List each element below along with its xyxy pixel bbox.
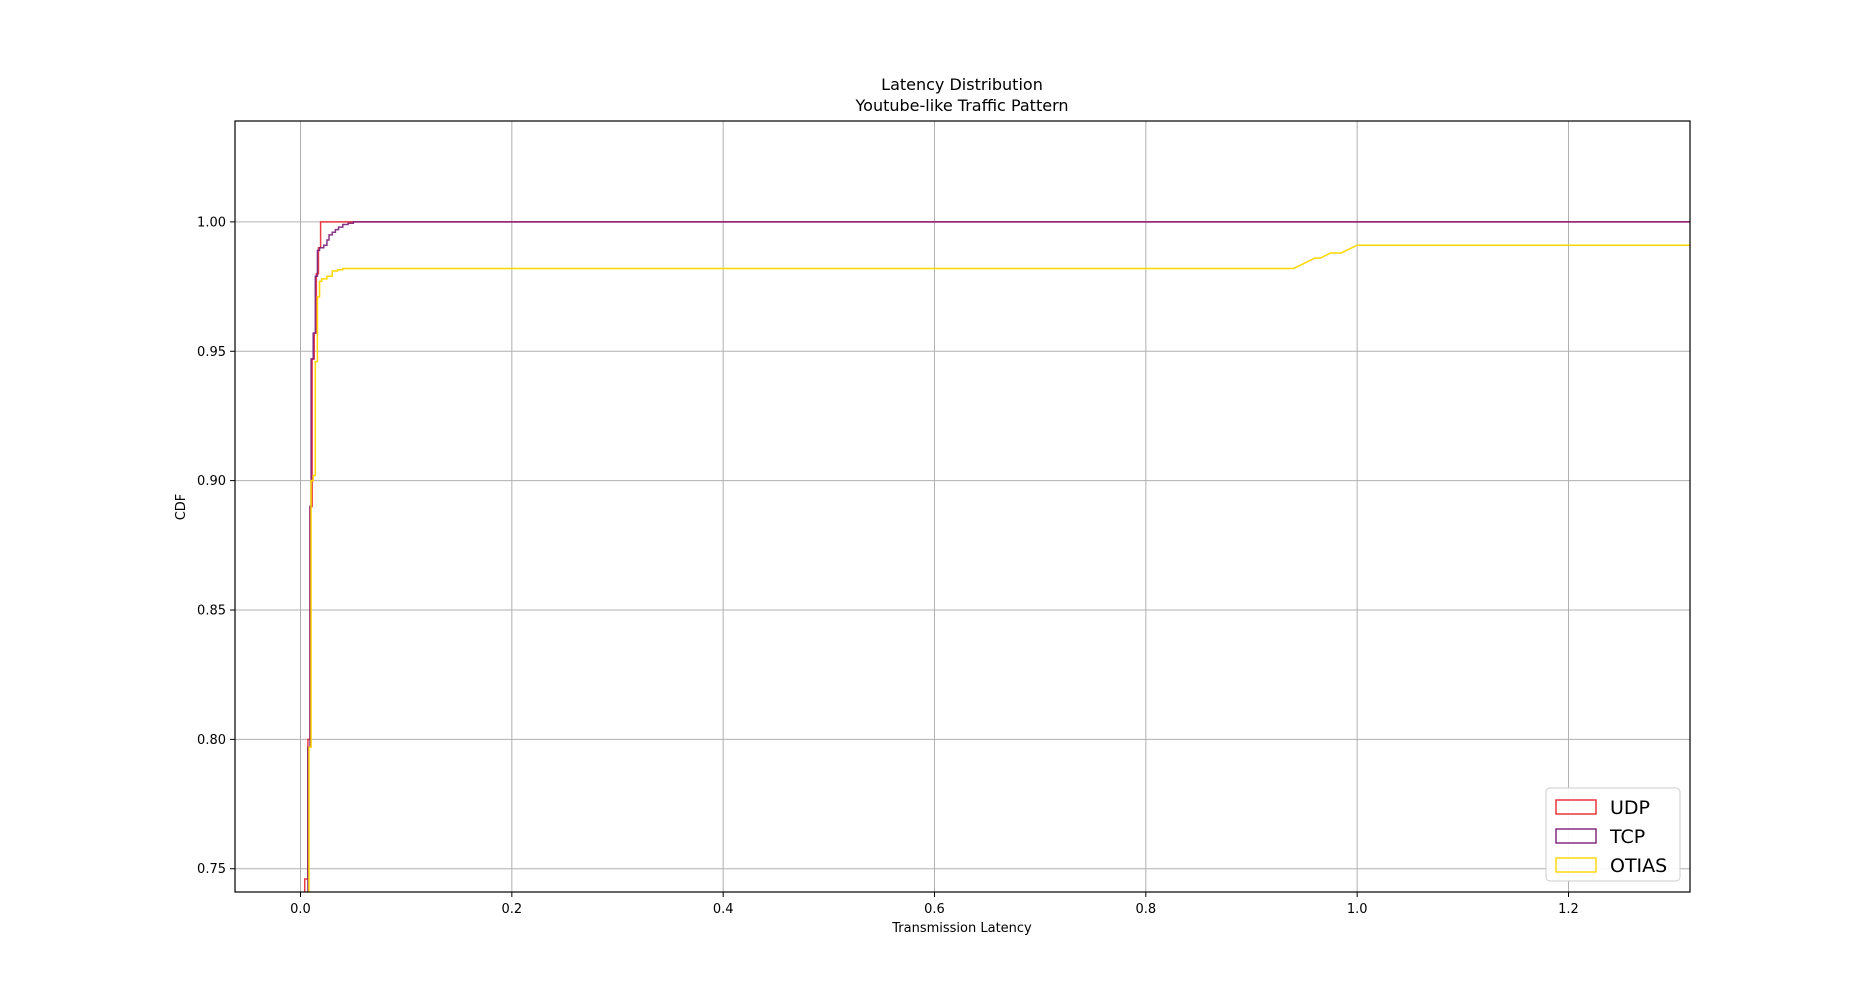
y-tick-label: 0.75 [197,862,226,877]
series-group [303,221,1690,892]
x-tick-label: 0.4 [713,902,734,917]
legend-swatch-udp [1555,799,1597,815]
x-tick-label: 1.2 [1558,902,1579,917]
grid [235,121,1690,892]
series-line-tcp [307,221,1690,892]
chart-title: Latency Distribution [881,75,1043,94]
y-tick-label: 0.95 [197,345,226,360]
x-tick-label: 0.6 [924,902,945,917]
chart-subtitle: Youtube-like Traffic Pattern [855,96,1069,115]
legend-label-udp: UDP [1610,797,1650,819]
y-tick-label: 0.80 [197,733,226,748]
legend-label-tcp: TCP [1609,826,1645,848]
y-axis-label: CDF [174,494,189,521]
legend-swatch-otias [1555,857,1597,873]
legend: UDP TCP OTIAS [1545,787,1681,882]
y-tick-label: 1.00 [197,215,226,230]
series-line-otias [308,244,1690,892]
y-axis: 0.75 0.80 0.85 0.90 0.95 1.00 [197,215,235,877]
y-tick-label: 0.90 [197,474,226,489]
x-axis: 0.0 0.2 0.4 0.6 0.8 1.0 1.2 [290,892,1579,917]
x-tick-label: 1.0 [1347,902,1368,917]
x-tick-label: 0.0 [290,902,311,917]
y-tick-label: 0.85 [197,603,226,618]
x-axis-label: Transmission Latency [891,921,1032,936]
x-tick-label: 0.2 [501,902,522,917]
x-tick-label: 0.8 [1135,902,1156,917]
legend-label-otias: OTIAS [1610,855,1667,877]
plot-frame [234,120,1691,893]
legend-swatch-tcp [1555,828,1597,844]
